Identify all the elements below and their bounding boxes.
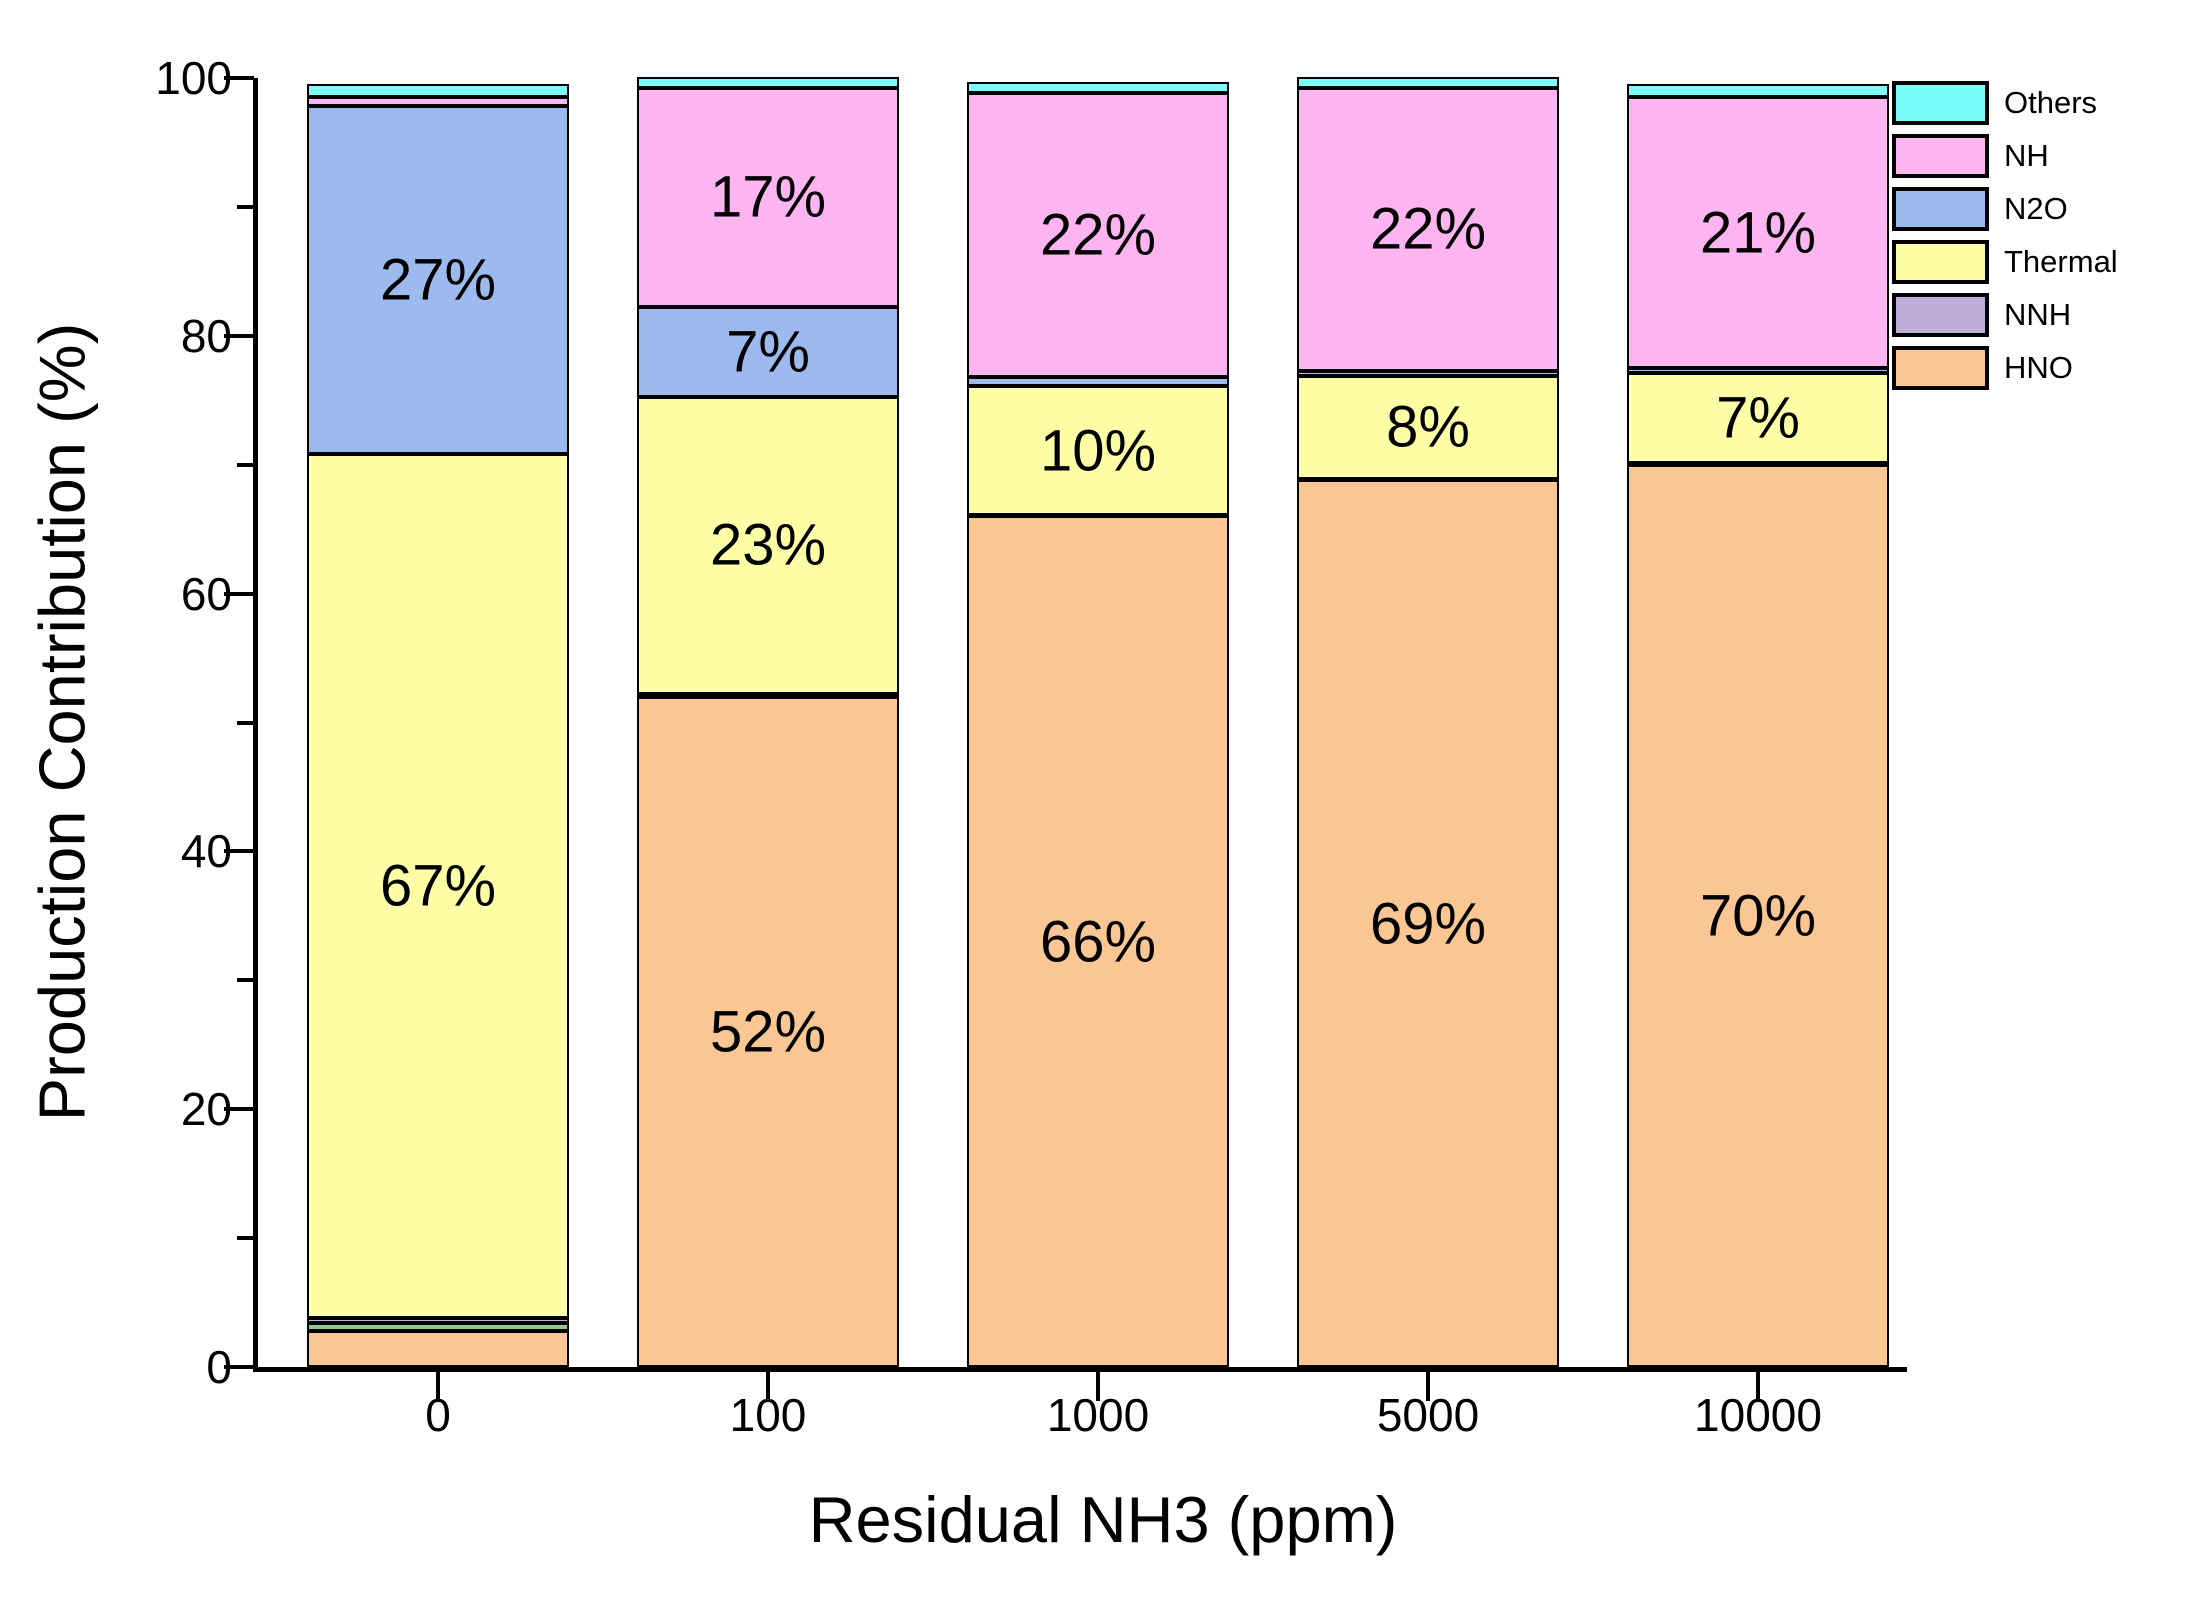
bar-segment-hno: 69%: [1297, 480, 1559, 1367]
x-tick-label: 0: [425, 1389, 451, 1441]
legend-label-nh: NH: [2004, 138, 2049, 173]
bar-segment-label: 7%: [726, 319, 810, 385]
bar-segment-hno: [307, 1330, 569, 1367]
legend-swatch-nnh: [1892, 293, 1989, 337]
bar-segment-unlabeled-green: [307, 1323, 569, 1331]
y-major-tick: [224, 591, 254, 596]
bar-segment-label: 66%: [1039, 909, 1157, 975]
bar-1000: 66% 10% 22%: [967, 78, 1229, 1367]
bar-segment-hno: 66%: [967, 516, 1229, 1367]
y-minor-tick: [237, 1236, 254, 1241]
bar-segment-nh: 21%: [1627, 97, 1889, 369]
x-axis-title: Residual NH3 (ppm): [808, 1483, 1398, 1556]
bar-segment-thermal: 8%: [1297, 375, 1559, 479]
y-minor-tick: [237, 462, 254, 467]
x-major-tick: [1096, 1371, 1100, 1401]
y-minor-tick: [237, 978, 254, 983]
bar-segment-others: [1627, 84, 1889, 98]
y-axis-line: [253, 78, 258, 1372]
y-minor-tick: [237, 720, 254, 725]
y-major-tick: [224, 333, 254, 338]
bar-segment-nh: 22%: [1297, 87, 1559, 372]
bar-segment-n2o: [1297, 371, 1559, 376]
bar-segment-n2o: [967, 377, 1229, 387]
bar-segment-others: [307, 84, 569, 98]
bar-segment-label: 17%: [709, 164, 827, 230]
bar-segment-label: 67%: [379, 853, 497, 919]
bar-segment-label: 52%: [709, 999, 827, 1065]
bar-segment-thermal: 23%: [637, 397, 899, 694]
x-tick-label: 5000: [1376, 1389, 1480, 1441]
bar-100: 52% 23% 7% 17%: [637, 77, 899, 1367]
bar-5000: 69% 8% 22%: [1297, 76, 1559, 1367]
x-tick-label: 1000: [1046, 1389, 1150, 1441]
bar-segment-label: 22%: [1369, 196, 1487, 262]
bar-segment-hno: 52%: [637, 696, 899, 1367]
bar-segment-label: 8%: [1386, 394, 1470, 460]
bar-segment-label: 7%: [1716, 385, 1800, 451]
bar-segment-nnh: [307, 1318, 569, 1324]
bar-segment-thermal: 7%: [1627, 373, 1889, 464]
bar-segment-n2o: 7%: [637, 306, 899, 398]
legend-swatch-thermal: [1892, 240, 1989, 284]
x-axis-line: [253, 1367, 1907, 1372]
y-major-tick: [224, 76, 254, 80]
y-tick-label: 20: [180, 1083, 232, 1136]
bar-segment-nh: 17%: [637, 87, 899, 307]
bar-segment-nnh: [637, 692, 899, 697]
x-tick-label: 10000: [1694, 1389, 1822, 1441]
bar-segment-nh: 22%: [967, 93, 1229, 378]
bar-segment-nh: [307, 97, 569, 107]
y-axis-title: Production Contribution (%): [25, 322, 99, 1122]
y-major-tick: [224, 1107, 254, 1112]
y-tick-label: 40: [180, 825, 232, 878]
y-major-tick: [224, 849, 254, 854]
legend-swatch-hno: [1892, 346, 1989, 390]
legend-label-n2o: N2O: [2004, 191, 2068, 226]
x-major-tick: [766, 1371, 770, 1401]
bar-10000: 70% 7% 21%: [1627, 78, 1889, 1367]
bar-segment-hno: 70%: [1627, 464, 1889, 1367]
bar-segment-n2o: 27%: [307, 106, 569, 455]
y-major-tick: [224, 1365, 254, 1369]
bar-segment-label: 69%: [1369, 891, 1487, 957]
x-tick-label: 100: [729, 1389, 807, 1441]
bar-segment-label: 70%: [1699, 883, 1817, 949]
bar-segment-label: 23%: [709, 512, 827, 578]
bar-segment-label: 21%: [1699, 200, 1817, 266]
y-minor-tick: [237, 204, 254, 209]
y-tick-label: 60: [180, 567, 232, 620]
x-major-tick: [1756, 1371, 1760, 1401]
bar-segment-label: 22%: [1039, 202, 1157, 268]
y-tick-label: 100: [155, 52, 232, 104]
bar-0: 67% 27%: [307, 78, 569, 1367]
x-major-tick: [436, 1371, 440, 1401]
y-tick-label: 80: [180, 309, 232, 362]
bar-segment-label: 10%: [1039, 418, 1157, 484]
x-major-tick: [1426, 1371, 1430, 1401]
legend-label-nnh: NNH: [2004, 297, 2072, 332]
y-tick-label: 0: [206, 1341, 232, 1393]
legend-label-others: Others: [2004, 85, 2098, 120]
bar-segment-others: [637, 77, 899, 88]
legend-label-thermal: Thermal: [2004, 244, 2118, 279]
bar-segment-label: 27%: [379, 247, 497, 313]
legend-swatch-others: [1892, 81, 1989, 125]
bar-segment-thermal: 67%: [307, 454, 569, 1319]
bar-segment-others: [1297, 76, 1559, 88]
bar-segment-thermal: 10%: [967, 386, 1229, 515]
bar-segment-n2o: [1627, 368, 1889, 374]
legend-swatch-n2o: [1892, 187, 1989, 231]
bar-segment-others: [967, 81, 1229, 94]
legend-label-hno: HNO: [2004, 350, 2073, 385]
legend-swatch-nh: [1892, 134, 1989, 178]
